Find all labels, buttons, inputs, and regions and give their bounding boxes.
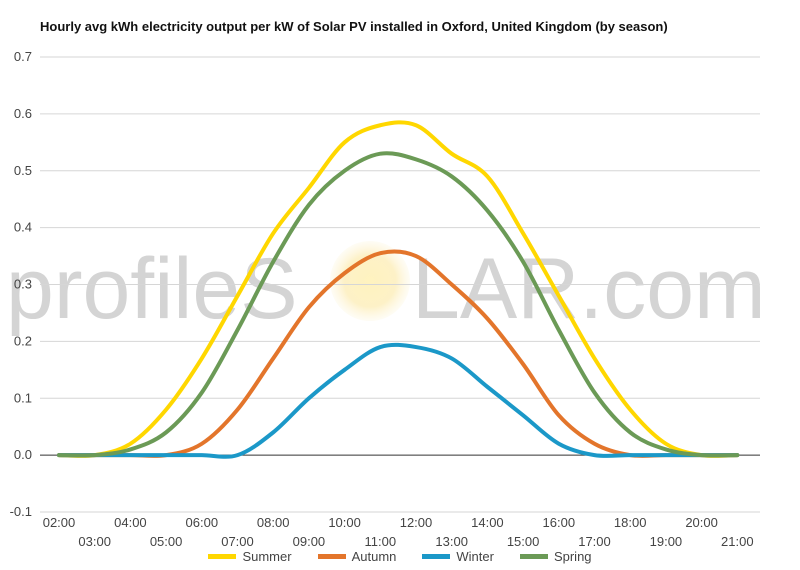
legend-label: Autumn bbox=[351, 549, 397, 564]
watermark-sun-icon bbox=[330, 241, 410, 321]
x-tick-label: 13:00 bbox=[435, 534, 468, 549]
legend-swatch bbox=[422, 554, 451, 559]
x-tick-label: 19:00 bbox=[650, 534, 683, 549]
x-tick-label: 06:00 bbox=[186, 515, 219, 530]
series-lines bbox=[57, 120, 740, 459]
x-tick-label: 05:00 bbox=[150, 534, 183, 549]
x-tick-label: 18:00 bbox=[614, 515, 647, 530]
y-tick-label: 0.4 bbox=[14, 220, 32, 235]
x-tick-label: 20:00 bbox=[685, 515, 718, 530]
series-line-spring bbox=[57, 151, 740, 458]
y-tick-label: 0.6 bbox=[14, 106, 32, 121]
legend-item-spring[interactable]: Spring bbox=[519, 549, 592, 564]
x-tick-label: 21:00 bbox=[721, 534, 754, 549]
x-tick-label: 11:00 bbox=[365, 534, 397, 549]
series-line-summer bbox=[57, 120, 740, 458]
y-tick-label: 0.7 bbox=[14, 49, 32, 64]
x-tick-label: 08:00 bbox=[257, 515, 290, 530]
series-line-winter bbox=[57, 342, 740, 459]
x-tick-label: 12:00 bbox=[400, 515, 433, 530]
legend-item-winter[interactable]: Winter bbox=[422, 549, 494, 564]
y-tick-label: 0.2 bbox=[14, 333, 32, 348]
legend-swatch bbox=[519, 554, 548, 559]
x-axis-ticks: 02:0003:0004:0005:0006:0007:0008:0009:00… bbox=[43, 515, 754, 549]
y-tick-label: 0.3 bbox=[14, 277, 32, 292]
legend-label: Winter bbox=[456, 549, 494, 564]
legend: Summer Autumn Winter Spring bbox=[0, 549, 800, 564]
y-tick-label: 0.1 bbox=[14, 390, 32, 405]
chart-title: Hourly avg kWh electricity output per kW… bbox=[40, 19, 668, 34]
x-tick-label: 04:00 bbox=[114, 515, 147, 530]
legend-swatch bbox=[317, 554, 346, 559]
y-tick-label: -0.1 bbox=[10, 504, 32, 519]
x-tick-label: 15:00 bbox=[507, 534, 540, 549]
legend-swatch bbox=[208, 554, 237, 559]
watermark-text-right: LAR.com bbox=[412, 241, 766, 337]
watermark: profileS LAR.com bbox=[6, 241, 766, 337]
x-tick-label: 17:00 bbox=[578, 534, 611, 549]
legend-item-summer[interactable]: Summer bbox=[208, 549, 292, 564]
legend-label: Spring bbox=[553, 549, 592, 564]
legend-item-autumn[interactable]: Autumn bbox=[317, 549, 397, 564]
y-axis-ticks: -0.1 0.0 0.1 0.2 0.3 0.4 0.5 0.6 0.7 bbox=[10, 49, 32, 519]
x-tick-label: 02:00 bbox=[43, 515, 76, 530]
y-tick-label: 0.5 bbox=[14, 163, 32, 178]
watermark-text-left: profileS bbox=[6, 241, 298, 337]
x-tick-label: 10:00 bbox=[328, 515, 361, 530]
x-tick-label: 14:00 bbox=[471, 515, 504, 530]
x-tick-label: 03:00 bbox=[78, 534, 111, 549]
x-tick-label: 07:00 bbox=[221, 534, 254, 549]
x-tick-label: 16:00 bbox=[543, 515, 576, 530]
x-tick-label: 09:00 bbox=[293, 534, 326, 549]
legend-label: Summer bbox=[242, 549, 292, 564]
y-tick-label: 0.0 bbox=[14, 447, 32, 462]
